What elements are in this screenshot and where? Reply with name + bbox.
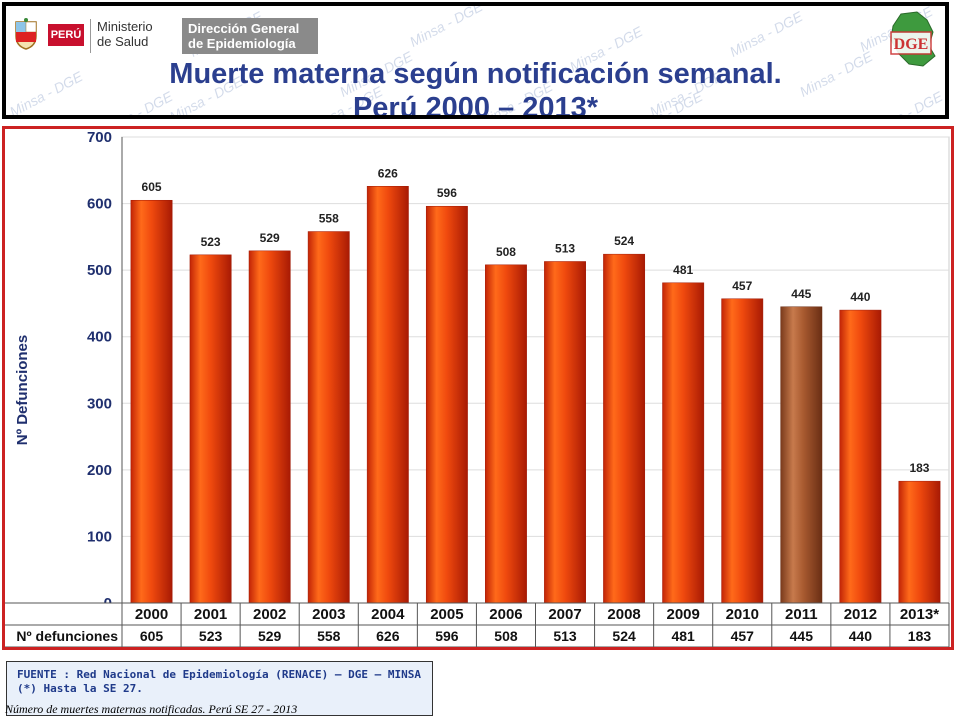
ministerio-label: Ministerio de Salud <box>90 19 185 53</box>
coat-of-arms-icon <box>15 18 37 50</box>
source-line2: (*) Hasta la SE 27. <box>17 682 143 695</box>
bars-layer <box>130 186 941 604</box>
data-label: 513 <box>555 241 575 255</box>
x-category-label: 2000 <box>135 606 168 623</box>
data-label: 440 <box>850 290 870 304</box>
bar <box>544 261 586 604</box>
slide-title-line2: Perú 2000 – 2013* <box>352 92 599 119</box>
x-category-label: 2011 <box>785 606 818 623</box>
x-category-label: 2001 <box>194 606 227 623</box>
axis-layer: 0100200300400500600700Nº Defunciones <box>14 129 123 612</box>
y-tick-label: 400 <box>87 329 112 346</box>
data-label: 183 <box>909 461 929 475</box>
data-label: 626 <box>378 166 398 180</box>
x-category-label: 2008 <box>607 606 640 623</box>
table-value-cell: 605 <box>140 628 164 644</box>
bar <box>603 253 646 604</box>
x-category-label: 2004 <box>371 606 405 623</box>
x-category-label: 2012 <box>844 606 877 623</box>
y-tick-label: 300 <box>87 395 112 412</box>
x-category-label: 2006 <box>489 606 522 623</box>
y-axis-title: Nº Defunciones <box>14 335 31 446</box>
table-value-cell: 523 <box>199 628 223 644</box>
dge-line1: Dirección General <box>188 21 300 36</box>
y-tick-label: 600 <box>87 196 112 213</box>
table-value-cell: 440 <box>849 628 873 644</box>
svg-text:DGE: DGE <box>894 36 929 53</box>
table-value-cell: 524 <box>612 628 636 644</box>
bar <box>425 205 468 604</box>
bar <box>780 306 823 604</box>
x-category-label: 2009 <box>666 606 699 623</box>
y-tick-label: 500 <box>87 262 112 279</box>
bar <box>130 199 173 604</box>
minsa-logo: PERÚ Ministerio de Salud Dirección Gener… <box>12 16 318 54</box>
peru-badge: PERÚ <box>48 24 84 46</box>
figure-caption: Número de muertes maternas notificadas. … <box>5 702 298 716</box>
table-value-cell: 626 <box>376 628 400 644</box>
bar <box>485 264 527 604</box>
bar-chart: 605 523 529 558 626 596 508 513 524 481 457 445 440 1… <box>5 129 951 647</box>
y-tick-label: 100 <box>87 528 112 545</box>
bar <box>898 480 941 604</box>
bar <box>366 186 409 604</box>
table-value-cell: 481 <box>671 628 695 644</box>
data-table: Nº defunciones 2000 605 2001 523 2002 529 2003 5… <box>5 602 951 647</box>
data-label: 529 <box>260 231 280 245</box>
bar <box>307 231 350 604</box>
table-value-cell: 457 <box>731 628 755 644</box>
y-tick-label: 700 <box>87 129 112 146</box>
chart-frame: 605 523 529 558 626 596 508 513 524 481 457 445 440 1… <box>2 126 954 650</box>
dge-line2: de Epidemiología <box>188 36 296 51</box>
watermark-text: Minsa - DGE <box>406 2 486 50</box>
table-value-cell: 445 <box>790 628 814 644</box>
x-category-label: 2010 <box>726 606 759 623</box>
bar <box>839 309 882 604</box>
source-box: FUENTE : Red Nacional de Epidemiología (… <box>5 661 433 716</box>
data-label: 508 <box>496 245 516 259</box>
data-label: 558 <box>319 212 339 226</box>
plot-area <box>121 136 950 604</box>
x-category-label: 2007 <box>548 606 581 623</box>
bar <box>721 298 764 604</box>
data-label: 596 <box>437 186 457 200</box>
x-category-label: 2005 <box>430 606 463 623</box>
ministerio-line2: de Salud <box>97 34 149 49</box>
data-label: 445 <box>791 287 811 301</box>
table-value-cell: 596 <box>435 628 459 644</box>
slide-header: Minsa - DGE Minsa - DGE Minsa - DGE Minsa -… <box>2 2 949 119</box>
watermark-text: Minsa - DGE <box>726 8 806 60</box>
bar <box>189 254 232 604</box>
table-value-cell: 508 <box>494 628 518 644</box>
data-label: 457 <box>732 279 752 293</box>
x-category-label: 2003 <box>312 606 345 623</box>
table-row-label: Nº defunciones <box>16 628 118 644</box>
x-category-label: 2013* <box>900 606 939 623</box>
slide-title-line1: Muerte materna según notificación semana… <box>169 58 782 90</box>
table-value-cell: 513 <box>553 628 577 644</box>
table-value-cell: 183 <box>908 628 932 644</box>
bar <box>662 282 705 604</box>
table-value-cell: 529 <box>258 628 282 644</box>
data-label: 523 <box>201 235 221 249</box>
grid-layer <box>121 136 950 604</box>
bar <box>248 250 291 604</box>
labels-layer: 605 523 529 558 626 596 508 513 524 481 457 445 440 1… <box>142 166 930 475</box>
ministerio-line1: Ministerio <box>97 19 153 34</box>
dge-map-logo-icon: DGE <box>890 11 936 67</box>
data-label: 524 <box>614 234 634 248</box>
table-value-cell: 558 <box>317 628 341 644</box>
data-label: 605 <box>142 180 162 194</box>
source-line1: FUENTE : Red Nacional de Epidemiología (… <box>17 668 421 681</box>
y-tick-label: 200 <box>87 462 112 479</box>
dge-label: Dirección General de Epidemiología <box>182 18 318 54</box>
x-category-label: 2002 <box>253 606 286 623</box>
data-label: 481 <box>673 263 693 277</box>
